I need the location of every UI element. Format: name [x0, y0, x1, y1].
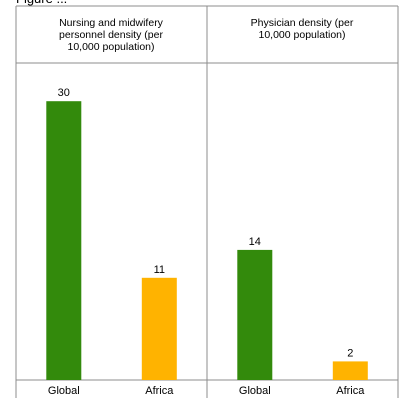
panel-title-physician: Physician density (per 10,000 population… — [250, 17, 354, 41]
category-label-1-1: Africa — [336, 385, 365, 397]
bar-1-global — [237, 249, 273, 380]
cut-off-caption: Figure ... — [16, 0, 67, 6]
panel-title-nursing: Nursing and midwifery personnel density … — [59, 17, 163, 53]
bar-0-global — [46, 101, 82, 380]
data-label-0-1: 11 — [154, 264, 165, 276]
category-label-0-1: Africa — [145, 385, 174, 397]
bar-0-africa — [141, 277, 177, 380]
data-label-1-1: 2 — [347, 347, 353, 359]
data-label-1-0: 14 — [249, 236, 261, 248]
category-label-0-0: Global — [48, 385, 80, 397]
data-label-0-0: 30 — [58, 87, 70, 99]
category-label-1-0: Global — [239, 385, 271, 397]
bar-1-africa — [332, 361, 368, 380]
